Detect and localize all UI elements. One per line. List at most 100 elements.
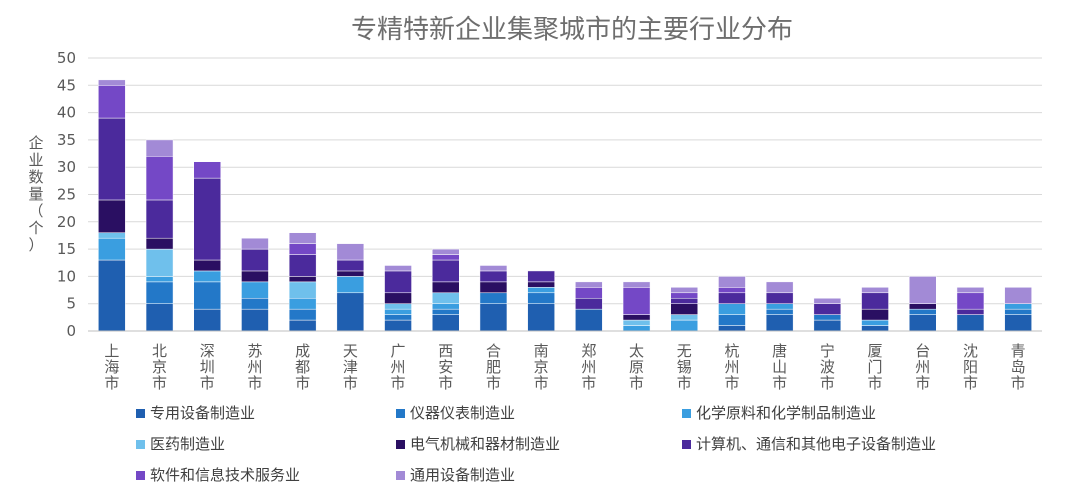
- bar-segment: [432, 248, 460, 255]
- x-category-label: 郑州市: [581, 342, 596, 392]
- legend-swatch: [136, 471, 145, 480]
- bar-segment: [432, 314, 460, 332]
- bar-segment: [384, 314, 412, 321]
- bar-segment: [861, 319, 889, 326]
- legend-swatch: [396, 440, 405, 449]
- y-tick-label: 5: [66, 295, 76, 313]
- bar-segment: [670, 292, 698, 299]
- bar-segment: [527, 287, 555, 294]
- bar-segment: [956, 292, 985, 310]
- bar-segment: [432, 254, 460, 261]
- bar-segment: [909, 303, 937, 310]
- bar-segment: [432, 281, 460, 294]
- bar-segment: [622, 325, 651, 332]
- bar-segment: [336, 276, 365, 294]
- bar-segment: [288, 276, 317, 283]
- y-tick-label: 50: [57, 49, 76, 67]
- bar-segment: [241, 281, 269, 299]
- y-axis-label: 企业数量（个）: [28, 134, 43, 254]
- bar-segment: [432, 292, 460, 304]
- bar-segment: [813, 297, 842, 304]
- bar-segment: [909, 308, 937, 315]
- bar-segment: [765, 281, 794, 294]
- bar-segment: [479, 292, 508, 304]
- bar-segment: [193, 308, 221, 332]
- bar-segment: [765, 314, 794, 332]
- x-category-label: 上海市: [104, 342, 119, 392]
- x-category-label: 宁波市: [820, 342, 835, 392]
- bar-segment: [145, 156, 174, 201]
- bar-segment: [1004, 314, 1032, 332]
- legend-label: 计算机、通信和其他电子设备制造业: [696, 435, 936, 453]
- legend-label: 通用设备制造业: [410, 466, 515, 484]
- bar-segment: [527, 303, 555, 332]
- bar-segment: [145, 237, 174, 250]
- bar-segment: [193, 270, 221, 283]
- legend-label: 专用设备制造业: [150, 404, 255, 422]
- bar-segment: [622, 319, 651, 326]
- bar-segment: [765, 303, 794, 310]
- bar-segment: [288, 254, 317, 277]
- y-tick-label: 35: [57, 131, 76, 149]
- x-category-label: 南京市: [534, 342, 549, 392]
- bar-segment: [670, 319, 698, 332]
- bar-segment: [145, 276, 174, 283]
- y-tick-label: 0: [66, 322, 76, 340]
- legend-swatch: [396, 471, 405, 480]
- x-axis-categories: 上海市 北京市 深圳市 苏州市 成都市 天津市 广州市 西安市 合肥市 南京市 郑州市 太原市 无锡市 杭…: [104, 342, 1025, 392]
- bar-segment: [336, 243, 365, 261]
- bar-segment: [622, 281, 651, 288]
- bar-segment: [813, 314, 842, 321]
- bar-segment: [527, 270, 555, 283]
- bar-segment: [288, 297, 317, 310]
- bar-segment: [861, 287, 889, 294]
- bar-segment: [718, 276, 746, 288]
- x-category-label: 深圳市: [200, 342, 215, 392]
- y-axis-ticks: 0 5 10 15 20 25 30 35 40 45 50: [57, 49, 76, 340]
- bar-segment: [384, 308, 412, 315]
- bar-segment: [1004, 303, 1032, 310]
- bar-segment: [575, 287, 603, 299]
- bar-segment: [98, 232, 126, 239]
- bar-segment: [622, 314, 651, 321]
- gridlines: [88, 57, 1042, 305]
- bar-segment: [479, 265, 508, 272]
- x-category-label: 沈阳市: [963, 342, 978, 392]
- y-tick-label: 40: [57, 104, 76, 122]
- bar-segment: [718, 325, 746, 332]
- bar-segment: [288, 281, 317, 299]
- bar-segment: [336, 259, 365, 272]
- bar-segment: [288, 319, 317, 332]
- bar-segment: [98, 79, 126, 86]
- legend-swatch: [396, 409, 405, 418]
- x-category-label: 唐山市: [772, 342, 787, 392]
- bar-segment: [956, 308, 985, 315]
- bar-segment: [670, 297, 698, 304]
- bar-segment: [813, 319, 842, 332]
- bar-segment: [145, 303, 174, 332]
- legend-swatch: [682, 440, 691, 449]
- bar-segment: [575, 297, 603, 310]
- bar-segment: [193, 281, 221, 310]
- bar-segment: [813, 303, 842, 315]
- bar-segment: [193, 259, 221, 272]
- x-category-label: 北京市: [152, 342, 167, 392]
- x-category-label: 青岛市: [1011, 342, 1026, 392]
- bar-segment: [384, 265, 412, 272]
- bar-segment: [479, 270, 508, 283]
- bar-segment: [670, 314, 698, 321]
- bar-segment: [527, 292, 555, 304]
- bar-segment: [670, 303, 698, 315]
- bar-segment: [241, 248, 269, 272]
- bar-segment: [241, 308, 269, 332]
- x-category-label: 苏州市: [247, 342, 262, 392]
- bar-segment: [145, 139, 174, 157]
- bar-segment: [432, 303, 460, 310]
- legend-swatch: [136, 409, 145, 418]
- y-tick-label: 15: [57, 240, 76, 258]
- bar-segment: [336, 292, 365, 332]
- bar-segment: [432, 308, 460, 315]
- legend-swatch: [136, 440, 145, 449]
